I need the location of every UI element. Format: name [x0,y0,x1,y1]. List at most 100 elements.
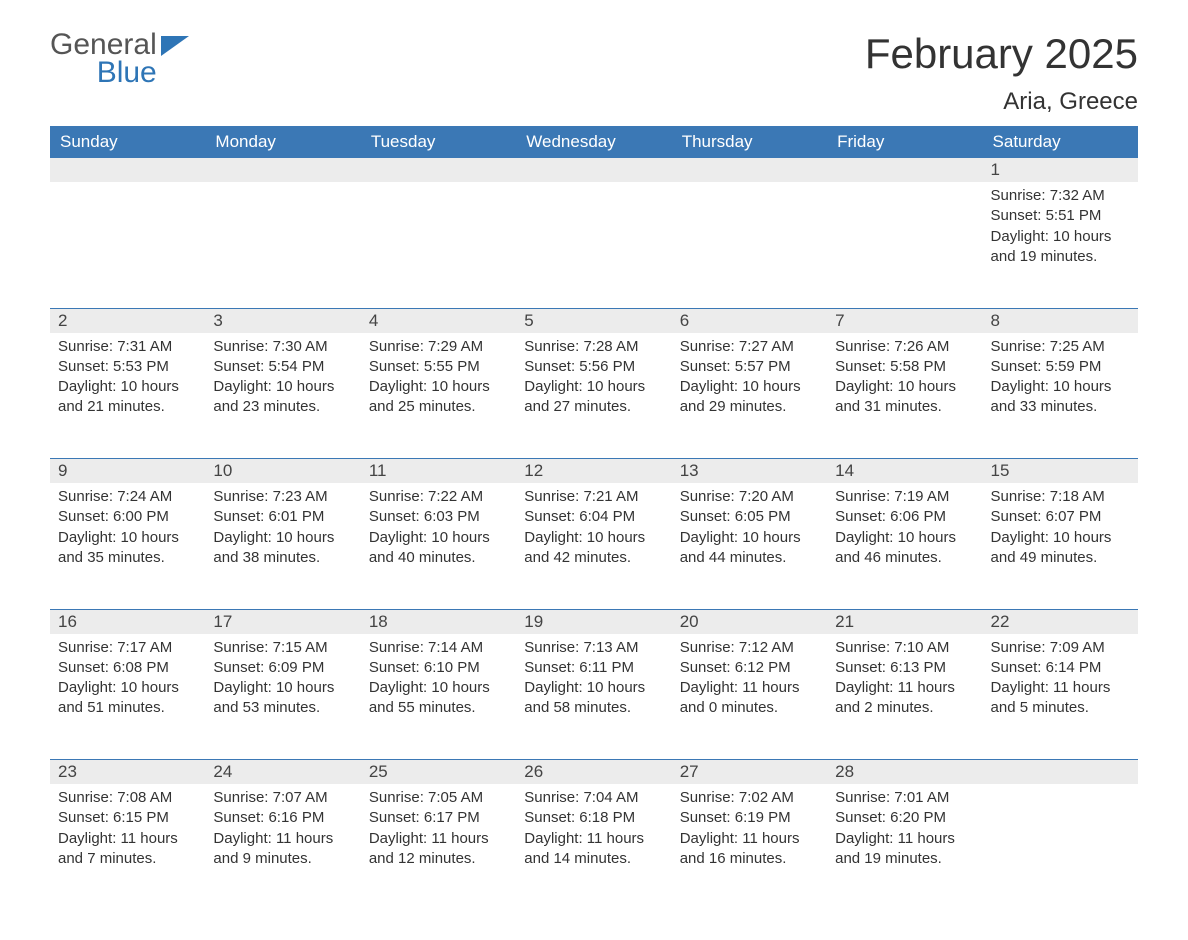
sunset-text: Sunset: 5:58 PM [835,357,974,377]
day-number [361,158,516,182]
calendar-cell [983,784,1138,910]
day-body: Sunrise: 7:02 AMSunset: 6:19 PMDaylight:… [672,784,827,879]
sunrise-text: Sunrise: 7:24 AM [58,487,197,507]
sunrise-text: Sunrise: 7:26 AM [835,337,974,357]
page-header: General Blue February 2025 Aria, Greece [50,30,1138,116]
sail-icon [161,36,189,56]
sunrise-text: Sunrise: 7:13 AM [524,638,663,658]
calendar-cell: Sunrise: 7:07 AMSunset: 6:16 PMDaylight:… [205,784,360,910]
calendar-cell: Sunrise: 7:30 AMSunset: 5:54 PMDaylight:… [205,333,360,459]
weekday-header: Tuesday [361,126,516,158]
daylight-text: Daylight: 11 hours and 0 minutes. [680,678,819,719]
day-number: 15 [983,459,1138,483]
day-number: 16 [50,610,205,634]
day-body: Sunrise: 7:13 AMSunset: 6:11 PMDaylight:… [516,634,671,729]
daynum-row: 2345678 [50,309,1138,333]
day-body: Sunrise: 7:25 AMSunset: 5:59 PMDaylight:… [983,333,1138,428]
day-body: Sunrise: 7:32 AMSunset: 5:51 PMDaylight:… [983,182,1138,277]
calendar-cell [205,182,360,308]
daylight-text: Daylight: 10 hours and 51 minutes. [58,678,197,719]
day-body: Sunrise: 7:26 AMSunset: 5:58 PMDaylight:… [827,333,982,428]
day-body: Sunrise: 7:07 AMSunset: 6:16 PMDaylight:… [205,784,360,879]
day-number: 11 [361,459,516,483]
weekday-header: Sunday [50,126,205,158]
daylight-text: Daylight: 10 hours and 44 minutes. [680,528,819,569]
day-body: Sunrise: 7:10 AMSunset: 6:13 PMDaylight:… [827,634,982,729]
sunset-text: Sunset: 6:20 PM [835,808,974,828]
daynum-row: 9101112131415 [50,459,1138,483]
sunset-text: Sunset: 6:12 PM [680,658,819,678]
day-number: 6 [672,309,827,333]
day-number: 20 [672,610,827,634]
daynum-row: 16171819202122 [50,610,1138,634]
calendar-cell: Sunrise: 7:15 AMSunset: 6:09 PMDaylight:… [205,634,360,760]
month-title: February 2025 [865,30,1138,78]
day-body: Sunrise: 7:22 AMSunset: 6:03 PMDaylight:… [361,483,516,578]
daylight-text: Daylight: 11 hours and 19 minutes. [835,829,974,870]
day-number: 5 [516,309,671,333]
day-body: Sunrise: 7:27 AMSunset: 5:57 PMDaylight:… [672,333,827,428]
day-number: 12 [516,459,671,483]
day-number: 1 [983,158,1138,182]
day-number [672,158,827,182]
day-number: 8 [983,309,1138,333]
day-body: Sunrise: 7:18 AMSunset: 6:07 PMDaylight:… [983,483,1138,578]
calendar-cell [827,182,982,308]
calendar-cell: Sunrise: 7:18 AMSunset: 6:07 PMDaylight:… [983,483,1138,609]
day-body: Sunrise: 7:15 AMSunset: 6:09 PMDaylight:… [205,634,360,729]
day-body: Sunrise: 7:23 AMSunset: 6:01 PMDaylight:… [205,483,360,578]
daylight-text: Daylight: 10 hours and 33 minutes. [991,377,1130,418]
day-number: 3 [205,309,360,333]
sunrise-text: Sunrise: 7:32 AM [991,186,1130,206]
daylight-text: Daylight: 10 hours and 46 minutes. [835,528,974,569]
daylight-text: Daylight: 10 hours and 42 minutes. [524,528,663,569]
sunset-text: Sunset: 6:16 PM [213,808,352,828]
day-number: 17 [205,610,360,634]
day-body: Sunrise: 7:29 AMSunset: 5:55 PMDaylight:… [361,333,516,428]
sunset-text: Sunset: 6:05 PM [680,507,819,527]
weekday-header: Wednesday [516,126,671,158]
daylight-text: Daylight: 11 hours and 2 minutes. [835,678,974,719]
daylight-text: Daylight: 10 hours and 38 minutes. [213,528,352,569]
day-number: 23 [50,760,205,784]
calendar-cell: Sunrise: 7:28 AMSunset: 5:56 PMDaylight:… [516,333,671,459]
day-body: Sunrise: 7:30 AMSunset: 5:54 PMDaylight:… [205,333,360,428]
sunset-text: Sunset: 6:13 PM [835,658,974,678]
calendar-cell: Sunrise: 7:32 AMSunset: 5:51 PMDaylight:… [983,182,1138,308]
calendar-cell: Sunrise: 7:31 AMSunset: 5:53 PMDaylight:… [50,333,205,459]
sunset-text: Sunset: 6:10 PM [369,658,508,678]
day-details-row: Sunrise: 7:17 AMSunset: 6:08 PMDaylight:… [50,634,1138,760]
calendar-table: SundayMondayTuesdayWednesdayThursdayFrid… [50,126,1138,910]
weekday-header: Thursday [672,126,827,158]
day-number: 14 [827,459,982,483]
daylight-text: Daylight: 10 hours and 29 minutes. [680,377,819,418]
day-body: Sunrise: 7:08 AMSunset: 6:15 PMDaylight:… [50,784,205,879]
day-number: 9 [50,459,205,483]
daylight-text: Daylight: 10 hours and 40 minutes. [369,528,508,569]
calendar-cell: Sunrise: 7:12 AMSunset: 6:12 PMDaylight:… [672,634,827,760]
calendar-cell: Sunrise: 7:10 AMSunset: 6:13 PMDaylight:… [827,634,982,760]
daylight-text: Daylight: 10 hours and 55 minutes. [369,678,508,719]
sunrise-text: Sunrise: 7:08 AM [58,788,197,808]
sunset-text: Sunset: 5:51 PM [991,206,1130,226]
calendar-cell: Sunrise: 7:27 AMSunset: 5:57 PMDaylight:… [672,333,827,459]
day-body: Sunrise: 7:04 AMSunset: 6:18 PMDaylight:… [516,784,671,879]
sunrise-text: Sunrise: 7:31 AM [58,337,197,357]
calendar-cell: Sunrise: 7:05 AMSunset: 6:17 PMDaylight:… [361,784,516,910]
calendar-cell: Sunrise: 7:14 AMSunset: 6:10 PMDaylight:… [361,634,516,760]
daylight-text: Daylight: 10 hours and 25 minutes. [369,377,508,418]
sunrise-text: Sunrise: 7:28 AM [524,337,663,357]
calendar-cell: Sunrise: 7:19 AMSunset: 6:06 PMDaylight:… [827,483,982,609]
day-number [827,158,982,182]
calendar-cell: Sunrise: 7:02 AMSunset: 6:19 PMDaylight:… [672,784,827,910]
sunrise-text: Sunrise: 7:10 AM [835,638,974,658]
sunset-text: Sunset: 6:11 PM [524,658,663,678]
day-details-row: Sunrise: 7:24 AMSunset: 6:00 PMDaylight:… [50,483,1138,609]
calendar-cell: Sunrise: 7:01 AMSunset: 6:20 PMDaylight:… [827,784,982,910]
calendar-cell: Sunrise: 7:17 AMSunset: 6:08 PMDaylight:… [50,634,205,760]
sunset-text: Sunset: 6:19 PM [680,808,819,828]
day-body: Sunrise: 7:05 AMSunset: 6:17 PMDaylight:… [361,784,516,879]
weekday-header: Friday [827,126,982,158]
calendar-cell: Sunrise: 7:09 AMSunset: 6:14 PMDaylight:… [983,634,1138,760]
calendar-cell: Sunrise: 7:20 AMSunset: 6:05 PMDaylight:… [672,483,827,609]
